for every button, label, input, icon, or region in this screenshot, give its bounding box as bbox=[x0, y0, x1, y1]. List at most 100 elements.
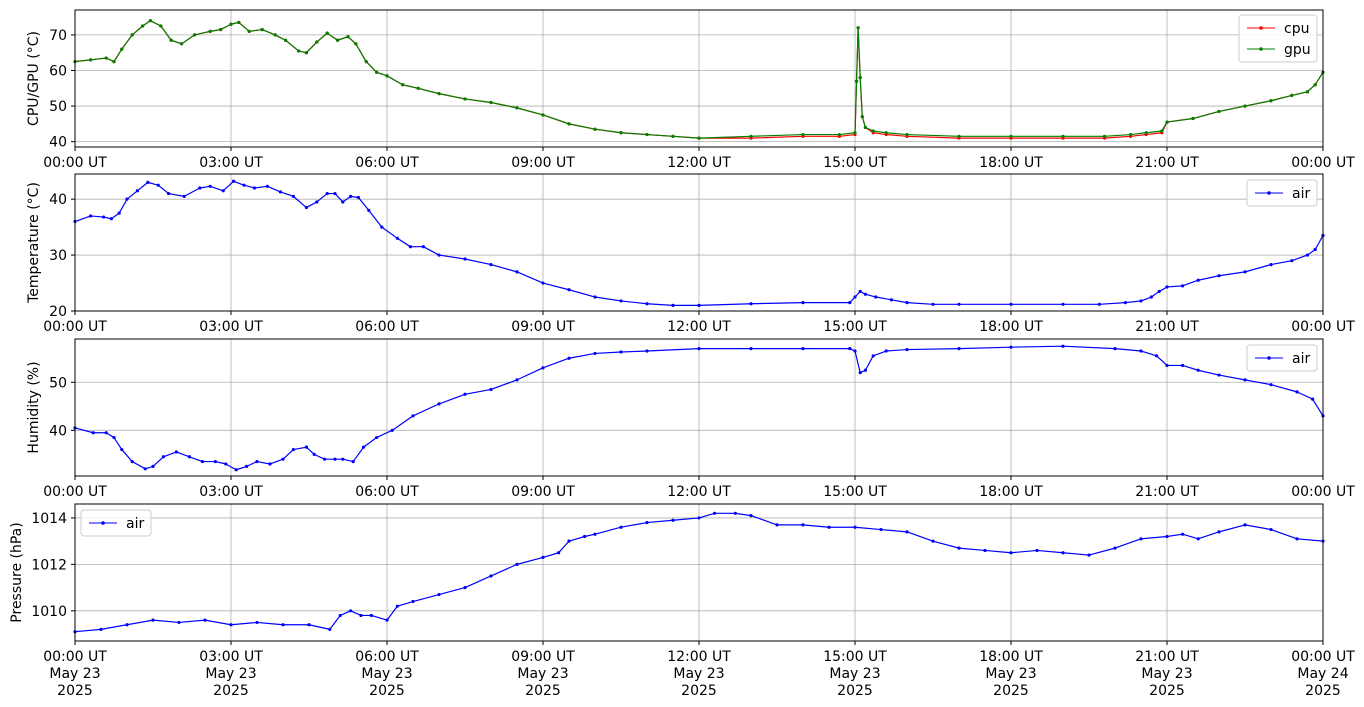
data-point bbox=[1103, 134, 1107, 138]
data-point bbox=[1139, 299, 1143, 303]
data-point bbox=[1097, 302, 1101, 306]
legend-label-air: air bbox=[1292, 351, 1310, 367]
x-tick-year-label: 2025 bbox=[57, 683, 93, 699]
y-tick-label: 50 bbox=[49, 375, 67, 391]
data-point bbox=[645, 349, 649, 353]
x-tick-date-label: May 23 bbox=[1141, 666, 1192, 682]
data-point bbox=[380, 225, 384, 229]
legend-label-cpu: cpu bbox=[1284, 21, 1309, 37]
data-point bbox=[156, 183, 160, 187]
data-point bbox=[463, 97, 467, 101]
data-point bbox=[99, 627, 103, 631]
x-tick-label: 21:00 UT bbox=[1135, 155, 1199, 171]
data-point bbox=[411, 414, 415, 418]
data-point bbox=[1061, 302, 1065, 306]
data-point bbox=[463, 257, 467, 261]
data-point bbox=[1123, 301, 1127, 305]
data-point bbox=[117, 211, 121, 215]
data-point bbox=[874, 295, 878, 299]
data-point bbox=[278, 190, 282, 194]
data-point bbox=[463, 392, 467, 396]
data-point bbox=[369, 613, 373, 618]
data-point bbox=[213, 459, 217, 464]
y-axis-label: CPU/GPU (°C) bbox=[26, 31, 42, 126]
x-tick-date-label: May 23 bbox=[829, 666, 880, 682]
data-point bbox=[125, 197, 129, 201]
data-point bbox=[208, 184, 212, 188]
x-tick-label: 00:00 UT bbox=[43, 484, 107, 500]
data-point bbox=[359, 613, 363, 618]
data-point bbox=[401, 83, 405, 87]
data-point bbox=[1181, 363, 1185, 368]
x-tick-label: 09:00 UT bbox=[511, 155, 575, 171]
x-tick-label: 03:00 UT bbox=[199, 484, 263, 500]
data-point bbox=[219, 27, 223, 32]
legend-marker-cpu bbox=[1259, 26, 1263, 30]
data-point bbox=[174, 450, 178, 454]
data-point bbox=[749, 302, 753, 306]
y-axis-label: Humidity (%) bbox=[26, 361, 42, 453]
data-point bbox=[411, 599, 415, 604]
data-point bbox=[1113, 546, 1117, 550]
data-point bbox=[1181, 532, 1185, 536]
y-tick-label: 70 bbox=[49, 28, 67, 44]
y-axis-label: Pressure (hPa) bbox=[9, 522, 25, 622]
data-point bbox=[255, 620, 259, 625]
data-point bbox=[1295, 390, 1299, 394]
data-point bbox=[104, 56, 108, 60]
data-point bbox=[541, 281, 545, 285]
data-point bbox=[304, 51, 308, 55]
data-point bbox=[557, 551, 561, 555]
series-line-air bbox=[74, 345, 1324, 471]
data-point bbox=[333, 457, 337, 461]
data-point bbox=[593, 532, 597, 536]
data-point bbox=[1217, 373, 1221, 377]
data-point bbox=[489, 262, 493, 267]
data-point bbox=[120, 447, 124, 452]
data-point bbox=[1196, 278, 1200, 282]
data-point bbox=[860, 115, 864, 119]
data-point bbox=[193, 33, 197, 37]
data-point bbox=[801, 301, 805, 305]
data-point bbox=[697, 136, 701, 140]
data-point bbox=[198, 186, 202, 190]
x-tick-label: 09:00 UT bbox=[511, 319, 575, 335]
data-point bbox=[315, 40, 319, 44]
data-point bbox=[1243, 270, 1247, 274]
data-point bbox=[182, 194, 186, 198]
legend: air bbox=[80, 509, 152, 537]
data-point bbox=[260, 27, 264, 32]
data-point bbox=[151, 464, 155, 468]
x-tick-year-label: 2025 bbox=[681, 683, 717, 699]
data-point bbox=[395, 604, 399, 608]
data-point bbox=[619, 299, 623, 303]
y-tick-label: 50 bbox=[49, 99, 67, 115]
data-point bbox=[1165, 285, 1169, 289]
data-point bbox=[871, 354, 875, 358]
data-point bbox=[593, 295, 597, 299]
data-point bbox=[346, 35, 350, 39]
y-tick-label: 40 bbox=[49, 192, 67, 208]
data-point bbox=[89, 214, 93, 218]
data-point bbox=[801, 347, 805, 351]
data-point bbox=[315, 200, 319, 204]
data-point bbox=[1061, 551, 1065, 555]
data-point bbox=[304, 205, 308, 210]
data-point bbox=[312, 452, 316, 456]
x-tick-label: 21:00 UT bbox=[1135, 319, 1199, 335]
data-point bbox=[645, 302, 649, 306]
data-point bbox=[203, 618, 207, 622]
x-tick-date-label: May 24 bbox=[1297, 666, 1348, 682]
series-gpu bbox=[73, 19, 1325, 140]
data-point bbox=[232, 179, 236, 183]
x-tick-label: 15:00 UT bbox=[823, 319, 887, 335]
legend: air bbox=[1246, 344, 1318, 372]
data-point bbox=[567, 122, 571, 126]
data-point bbox=[291, 194, 295, 198]
data-point bbox=[905, 530, 909, 534]
data-point bbox=[1196, 368, 1200, 372]
chart-panel-1: 00:00 UT 03:00 UT 06:00 UT 09:00 UT 12:00 UT… bbox=[26, 9, 1355, 171]
data-point bbox=[284, 38, 288, 42]
data-point bbox=[1217, 109, 1221, 114]
data-point bbox=[541, 555, 545, 560]
